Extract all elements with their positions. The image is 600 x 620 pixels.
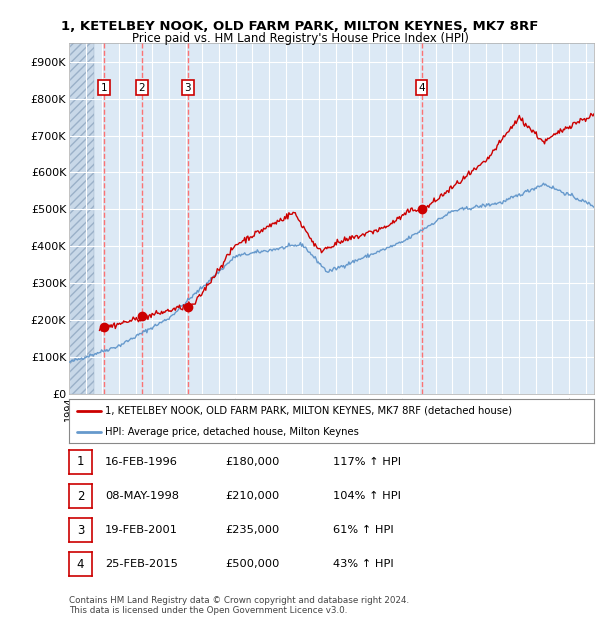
Bar [69,43,94,394]
Text: 4: 4 [77,558,84,570]
Text: 3: 3 [185,82,191,92]
Bar [69,43,94,394]
Text: 1: 1 [101,82,107,92]
Text: Contains HM Land Registry data © Crown copyright and database right 2024.
This d: Contains HM Land Registry data © Crown c… [69,596,409,615]
Text: 25-FEB-2015: 25-FEB-2015 [105,559,178,569]
Text: £235,000: £235,000 [225,525,279,535]
Text: 2: 2 [139,82,145,92]
Text: 43% ↑ HPI: 43% ↑ HPI [333,559,394,569]
Text: 08-MAY-1998: 08-MAY-1998 [105,491,179,501]
Text: 19-FEB-2001: 19-FEB-2001 [105,525,178,535]
Text: 1, KETELBEY NOOK, OLD FARM PARK, MILTON KEYNES, MK7 8RF (detached house): 1, KETELBEY NOOK, OLD FARM PARK, MILTON … [105,405,512,416]
Text: £210,000: £210,000 [225,491,279,501]
Text: 3: 3 [77,524,84,536]
Text: 4: 4 [418,82,425,92]
Text: 2: 2 [77,490,84,502]
Text: £500,000: £500,000 [225,559,280,569]
Text: 117% ↑ HPI: 117% ↑ HPI [333,457,401,467]
Text: 61% ↑ HPI: 61% ↑ HPI [333,525,394,535]
Text: HPI: Average price, detached house, Milton Keynes: HPI: Average price, detached house, Milt… [105,427,359,437]
Text: £180,000: £180,000 [225,457,280,467]
Text: 1, KETELBEY NOOK, OLD FARM PARK, MILTON KEYNES, MK7 8RF: 1, KETELBEY NOOK, OLD FARM PARK, MILTON … [61,20,539,33]
Text: Price paid vs. HM Land Registry's House Price Index (HPI): Price paid vs. HM Land Registry's House … [131,32,469,45]
Text: 16-FEB-1996: 16-FEB-1996 [105,457,178,467]
Text: 1: 1 [77,456,84,468]
Text: 104% ↑ HPI: 104% ↑ HPI [333,491,401,501]
